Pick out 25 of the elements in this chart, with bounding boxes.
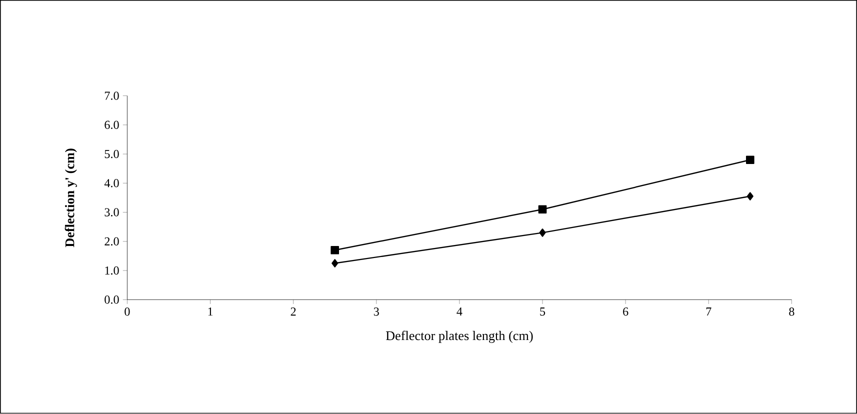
point — [746, 192, 754, 201]
x-tick-label: 5 — [540, 308, 546, 316]
x-tick-label: 3 — [374, 308, 379, 316]
x-tick-label: 7 — [706, 308, 712, 316]
point — [538, 205, 547, 214]
y-tick-label: 2.0 — [104, 237, 119, 246]
x-tick-label: 8 — [789, 308, 794, 316]
y-tick-label: 4.0 — [104, 179, 119, 188]
point — [746, 156, 754, 164]
x-tick-label: 2 — [290, 308, 296, 316]
point — [539, 228, 546, 237]
y-axis-title: Deflection y' (cm) — [64, 148, 77, 248]
point — [330, 246, 340, 254]
point — [332, 259, 338, 268]
y-tick-label: 6.0 — [104, 120, 119, 130]
y-tick-label: 5.0 — [104, 150, 119, 158]
x-tick-label: 0 — [124, 308, 130, 316]
x-tick-label: 6 — [623, 308, 628, 316]
x-tick-label: 4 — [456, 308, 462, 316]
y-tick-label: 3.0 — [104, 208, 119, 217]
y-tick-label: 0.0 — [104, 296, 119, 304]
x-tick-label: 1 — [208, 308, 213, 316]
x-axis-title: Deflector plates length (cm) — [386, 330, 533, 344]
y-tick-label: 7.0 — [104, 92, 119, 100]
y-tick-label: 1.0 — [105, 266, 119, 275]
